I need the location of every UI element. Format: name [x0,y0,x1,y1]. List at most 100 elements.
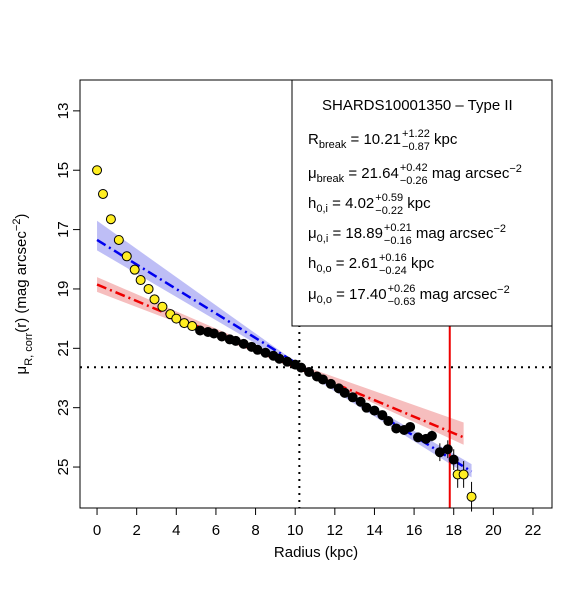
y-tick-label: 19 [55,281,72,298]
data-point [149,294,160,305]
legend-unit: kpc [407,255,435,272]
data-point [442,444,453,455]
y-tick-label: 15 [55,162,72,179]
data-point [105,214,116,225]
data-point [383,416,394,427]
legend-plus: +0.42 [400,162,428,174]
x-tick-label: 18 [445,522,462,539]
fit-line [96,283,465,439]
legend-unit: mag arcsec [428,165,510,182]
legend-value: = 10.21 [346,131,401,148]
legend-unit: mag arcsec [415,286,497,303]
fit-line [96,238,473,473]
x-tick-label: 6 [212,522,220,539]
legend-value: = 2.61 [332,255,378,272]
data-point [325,378,336,389]
data-point [448,454,459,465]
legend-entry: h0,i = 4.02+0.59 −0.22 kpc [308,192,431,217]
y-axis-title-part: ) [13,214,30,219]
data-point [426,430,437,441]
y-axis-title-part: −2 [11,219,23,232]
x-tick-label: 8 [251,522,259,539]
legend-entry: μbreak = 21.64+0.42 −0.26 mag arcsec−2 [308,162,522,187]
legend-subscript: 0,o [317,294,332,306]
legend-unit: mag arcsec [412,225,494,242]
legend-unit-sup: −2 [493,223,506,235]
legend-value: = 21.64 [344,165,399,182]
data-point [92,165,103,176]
y-tick-label: 21 [55,340,72,357]
x-tick-label: 0 [93,522,101,539]
data-point [317,374,328,385]
data-point [135,275,146,286]
legend-subscript: 0,o [316,263,331,275]
legend-symbol: h [308,195,316,212]
legend-value: = 17.40 [332,286,387,303]
legend-minus: −0.16 [384,235,412,247]
data-point [339,387,350,398]
y-axis-title: μR, corr(r) (mag arcsec−2) [11,214,35,375]
legend-minus: −0.87 [402,141,430,153]
legend-minus: −0.63 [388,296,416,308]
data-point [347,392,358,403]
data-point [458,469,469,480]
data-point [171,313,182,324]
data-point [377,410,388,421]
legend-symbol: h [308,255,316,272]
data-point [187,321,198,332]
legend-entry: h0,o = 2.61+0.16 −0.24 kpc [308,252,435,277]
x-tick-label: 20 [485,522,502,539]
legend-symbol: μ [308,225,317,242]
data-point [195,325,206,336]
legend-unit: kpc [403,195,431,212]
data-point [121,251,132,262]
y-axis-title-part: R, corr [23,332,35,365]
legend-value: = 18.89 [328,225,383,242]
data-point [157,301,168,312]
data-point [143,283,154,294]
legend-title: SHARDS10001350 – Type II [322,97,513,114]
data-point [304,367,315,378]
x-tick-label: 2 [132,522,140,539]
legend-subscript: break [317,173,345,185]
legend-entry: Rbreak = 10.21+1.22 −0.87 kpc [308,128,458,153]
y-tick-label: 13 [55,103,72,120]
data-point [391,423,402,434]
x-tick-label: 10 [287,522,304,539]
data-point [129,264,140,275]
legend-minus: −0.26 [400,175,428,187]
legend-subscript: break [319,139,347,151]
x-tick-label: 14 [366,522,383,539]
x-tick-label: 12 [326,522,343,539]
legend-plus: +0.16 [379,252,407,264]
legend-plus: +0.59 [375,192,403,204]
x-tick-label: 4 [172,522,180,539]
legend-entry: μ0,o = 17.40+0.26 −0.63 mag arcsec−2 [308,283,510,308]
data-point [413,432,424,443]
data-point [296,362,307,373]
legend-plus: +0.21 [384,222,412,234]
legend-minus: −0.22 [375,205,403,217]
data-point [97,188,108,199]
data-point [466,491,477,502]
y-tick-label: 25 [55,459,72,476]
x-tick-label: 16 [406,522,423,539]
legend-unit-sup: −2 [509,163,522,175]
legend-box [291,79,553,327]
legend-subscript: 0,i [317,233,329,245]
legend-symbol: μ [308,286,317,303]
y-tick-label: 23 [55,399,72,416]
data-point [369,405,380,416]
legend-unit: kpc [430,131,458,148]
legend-value: = 4.02 [328,195,374,212]
legend-unit-sup: −2 [497,284,510,296]
data-point [113,234,124,245]
legend-plus: +0.26 [388,283,416,295]
data-point [355,396,366,407]
legend-subscript: 0,i [316,203,328,215]
y-axis-title-part: μ [13,366,30,375]
legend-entry: μ0,i = 18.89+0.21 −0.16 mag arcsec−2 [308,222,506,247]
legend-plus: +1.22 [402,128,430,140]
legend-symbol: μ [308,165,317,182]
